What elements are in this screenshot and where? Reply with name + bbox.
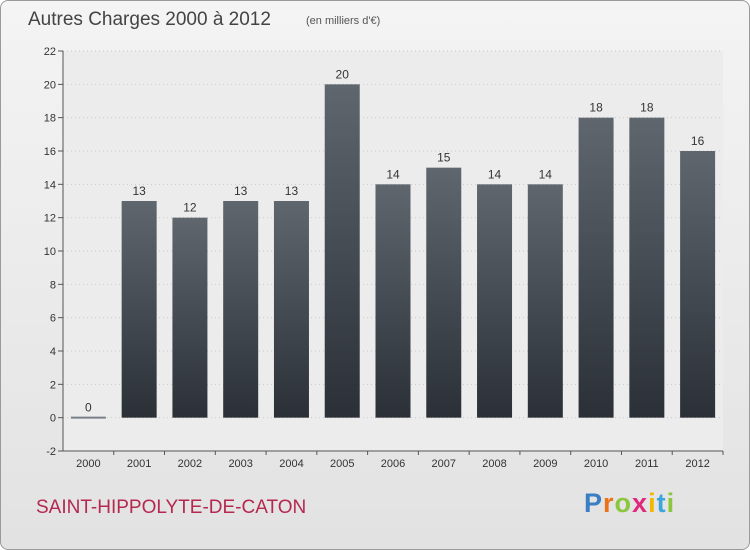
logo-letter: o xyxy=(614,488,633,518)
x-tick-label-2000: 2000 xyxy=(76,458,100,470)
bar-2010 xyxy=(578,117,614,418)
x-tick-label-2008: 2008 xyxy=(482,458,506,470)
y-tick-label: 20 xyxy=(44,79,56,91)
x-tick-label-2004: 2004 xyxy=(279,458,303,470)
chart-subtitle: (en milliers d'€) xyxy=(306,15,381,27)
bar-2003 xyxy=(223,201,259,418)
x-tick-label-2007: 2007 xyxy=(432,458,456,470)
data-label-2008: 14 xyxy=(488,167,502,181)
y-tick-label: 8 xyxy=(50,279,56,291)
data-label-2006: 14 xyxy=(386,167,400,181)
y-tick-label: 18 xyxy=(44,113,56,125)
data-label-2007: 15 xyxy=(437,151,451,165)
logo-letter: x xyxy=(632,488,649,518)
bar-2008 xyxy=(477,184,513,418)
y-tick-label: 0 xyxy=(50,413,56,425)
bar-2001 xyxy=(121,201,157,418)
x-tick-label-2003: 2003 xyxy=(228,458,252,470)
bar-2006 xyxy=(375,184,411,418)
bar-2011 xyxy=(629,117,665,418)
x-tick-label-2012: 2012 xyxy=(685,458,709,470)
y-tick-label: 10 xyxy=(44,246,56,258)
bar-2007 xyxy=(426,167,462,418)
x-tick-label-2010: 2010 xyxy=(584,458,608,470)
x-tick-label-2009: 2009 xyxy=(533,458,557,470)
bar-2004 xyxy=(273,201,309,418)
chart-title: Autres Charges 2000 à 2012 xyxy=(28,9,271,30)
y-tick-label: 4 xyxy=(50,346,56,358)
logo-letter: i xyxy=(648,488,657,518)
data-label-2012: 16 xyxy=(691,134,705,148)
data-label-2000: 0 xyxy=(85,401,92,415)
x-tick-label-2011: 2011 xyxy=(635,458,659,470)
data-label-2002: 12 xyxy=(183,201,197,215)
logo-letter: i xyxy=(666,488,676,518)
logo-letter: r xyxy=(603,488,615,518)
data-label-2004: 13 xyxy=(285,184,299,198)
data-label-2003: 13 xyxy=(234,184,248,198)
y-tick-label: 22 xyxy=(44,46,56,58)
x-tick-label-2001: 2001 xyxy=(127,458,151,470)
y-tick-label: 12 xyxy=(44,213,56,225)
x-tick-label-2006: 2006 xyxy=(381,458,405,470)
data-label-2005: 20 xyxy=(336,67,350,81)
commune-name: SAINT-HIPPOLYTE-DE-CATON xyxy=(36,497,307,518)
data-label-2011: 18 xyxy=(640,101,654,115)
bar-2012 xyxy=(680,151,716,418)
y-tick-label: 14 xyxy=(44,179,56,191)
bar-2002 xyxy=(172,217,208,418)
bar-2009 xyxy=(527,184,563,418)
x-tick-label-2002: 2002 xyxy=(178,458,202,470)
data-label-2009: 14 xyxy=(539,167,553,181)
bar-2005 xyxy=(324,84,360,418)
logo-letter: P xyxy=(584,488,604,518)
proxiti-logo: Proxiti xyxy=(584,488,675,519)
y-tick-label: 16 xyxy=(44,146,56,158)
y-tick-label: -2 xyxy=(46,446,56,458)
x-tick-label-2005: 2005 xyxy=(330,458,354,470)
y-tick-label: 2 xyxy=(50,379,56,391)
data-label-2010: 18 xyxy=(589,101,603,115)
logo-letter: t xyxy=(656,488,667,518)
data-label-2001: 13 xyxy=(132,184,146,198)
y-tick-label: 6 xyxy=(50,313,56,325)
